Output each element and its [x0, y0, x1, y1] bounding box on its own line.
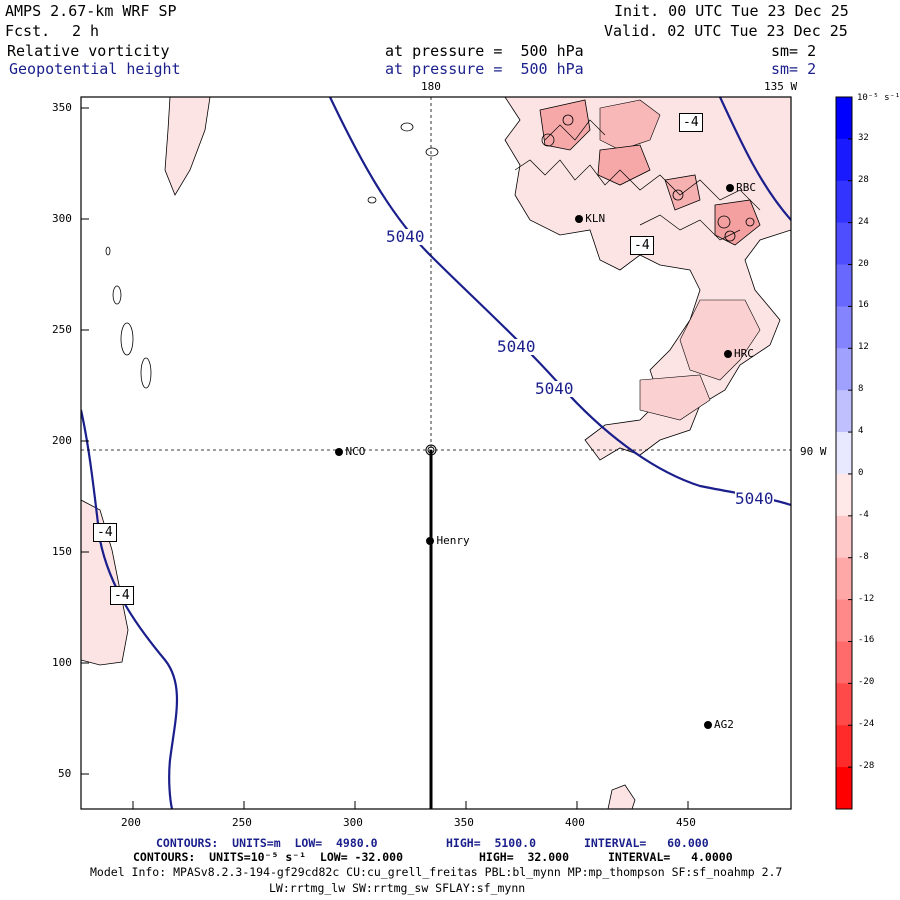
- colorbar-tick-label: 20: [858, 258, 869, 269]
- vorticity-label: -4: [679, 113, 703, 132]
- colorbar-swatch: [836, 97, 852, 140]
- colorbar-swatch: [836, 599, 852, 642]
- station-label: Henry: [436, 533, 470, 547]
- field-1-name: Relative vorticity: [7, 42, 170, 60]
- station-label: RBC: [736, 180, 757, 194]
- colorbar-swatch: [836, 264, 852, 307]
- colorbar-swatch: [836, 390, 852, 433]
- valid-time: Valid. 02 UTC Tue 23 Dec 25: [604, 22, 848, 40]
- colorbar-frame: [835, 96, 853, 810]
- x-tick-label: 300: [343, 816, 363, 829]
- station-label: HRC: [733, 347, 754, 361]
- colorbar-swatch: [836, 683, 852, 726]
- vorticity-contour-info: CONTOURS: UNITS=10⁻⁵ s⁻¹ LOW= -32.000: [133, 850, 404, 864]
- colorbar-tick-label: 28: [858, 174, 869, 185]
- colorbar-tick-label: -28: [858, 761, 875, 772]
- colorbar-unit: 10⁻⁵ s⁻¹: [857, 93, 900, 103]
- model-info: Model Info: MPASv8.2.3-194-gf29cd82c CU:…: [90, 865, 783, 879]
- colorbar-tick-label: 32: [858, 132, 869, 143]
- height-contour-high: HIGH= 5100.0: [446, 836, 537, 850]
- colorbar-tick-label: 0: [858, 467, 864, 478]
- colorbar-tick-label: 16: [858, 300, 869, 311]
- colorbar-swatch: [836, 641, 852, 684]
- meridian-label-90w: 90 W: [800, 445, 827, 458]
- y-tick-label: 250: [52, 323, 72, 336]
- vorticity-fill-layer: [81, 97, 791, 809]
- field-2-pressure: at pressure = 500 hPa: [385, 60, 584, 78]
- height-contour-label: 5040: [735, 489, 774, 508]
- vorticity-contour-interval: INTERVAL= 4.0000: [608, 850, 733, 864]
- colorbar-swatch: [836, 138, 852, 182]
- station-marker: [726, 183, 735, 192]
- station-label: AG2: [713, 718, 734, 732]
- vorticity-contour-high: HIGH= 32.000: [479, 850, 570, 864]
- colorbar-swatch: [836, 180, 852, 224]
- colorbar-tick-label: -20: [858, 677, 875, 688]
- colorbar-tick-label: -24: [858, 719, 875, 730]
- colorbar-swatch: [836, 515, 852, 559]
- colorbar-tick-label: -12: [858, 593, 875, 604]
- colorbar-tick-label: 8: [858, 384, 864, 395]
- colorbar: [835, 96, 853, 810]
- station-marker: [335, 448, 344, 457]
- colorbar-swatch: [836, 767, 852, 810]
- colorbar-swatch: [836, 432, 852, 475]
- colorbar-swatch: [836, 306, 852, 349]
- colorbar-tick-label: 12: [858, 342, 869, 353]
- y-tick-label: 200: [52, 434, 72, 447]
- field-2-smoothing: sm= 2: [771, 60, 817, 78]
- y-tick-label: 50: [58, 767, 72, 780]
- height-contour-label: 5040: [535, 379, 574, 398]
- height-contour-interval: INTERVAL= 60.000: [584, 836, 709, 850]
- height-contour-info: CONTOURS: UNITS=m LOW= 4980.0: [156, 836, 378, 850]
- colorbar-swatch: [836, 222, 852, 266]
- colorbar-swatch: [836, 725, 852, 768]
- field-1-pressure: at pressure = 500 hPa: [385, 42, 584, 60]
- forecast-label: Fcst.: [5, 22, 51, 40]
- colorbar-tick-label: -4: [858, 509, 869, 520]
- init-time: Init. 00 UTC Tue 23 Dec 25: [614, 2, 849, 20]
- x-tick-label: 450: [676, 816, 696, 829]
- colorbar-tick-label: -8: [858, 551, 869, 562]
- vorticity-label: -4: [630, 236, 654, 255]
- model-info-radiation: LW:rrtmg_lw SW:rrtmg_sw SFLAY:sf_mynn: [269, 881, 526, 895]
- height-contour-label: 5040: [497, 337, 536, 356]
- height-contour-label: 5040: [386, 227, 425, 246]
- station-label: KLN: [585, 212, 606, 225]
- station-marker: [575, 215, 584, 223]
- x-tick-label: 400: [565, 816, 585, 829]
- colorbar-swatch: [836, 473, 852, 517]
- x-tick-label: 250: [232, 816, 252, 829]
- x-axis-ticks: [132, 801, 689, 809]
- y-tick-label: 350: [52, 101, 72, 114]
- forecast-value: 2 h: [72, 22, 100, 40]
- colorbar-tick-label: 24: [858, 216, 869, 227]
- colorbar-tick-label: -16: [858, 635, 875, 646]
- model-title: AMPS 2.67-km WRF SP: [5, 2, 177, 20]
- x-tick-label: 350: [454, 816, 474, 829]
- colorbar-tick-label: 4: [858, 426, 864, 437]
- vorticity-label: -4: [110, 586, 134, 605]
- station-marker: [426, 536, 435, 545]
- meridian-label-135w: 135 W: [764, 80, 798, 93]
- y-axis-ticks: [81, 107, 89, 775]
- colorbar-swatch: [836, 557, 852, 601]
- y-tick-label: 150: [52, 545, 72, 558]
- station-label: NCO: [345, 445, 366, 459]
- station-marker: [703, 721, 712, 730]
- x-tick-label: 200: [121, 816, 141, 829]
- vorticity-label: -4: [93, 523, 117, 542]
- map-frame: [80, 96, 792, 810]
- colorbar-swatch: [836, 348, 852, 391]
- y-tick-label: 300: [52, 212, 72, 225]
- station-marker: [723, 350, 732, 359]
- field-1-smoothing: sm= 2: [771, 42, 817, 60]
- y-tick-label: 100: [52, 656, 72, 669]
- meridian-label-180: 180: [421, 80, 441, 93]
- field-2-name: Geopotential height: [9, 60, 181, 78]
